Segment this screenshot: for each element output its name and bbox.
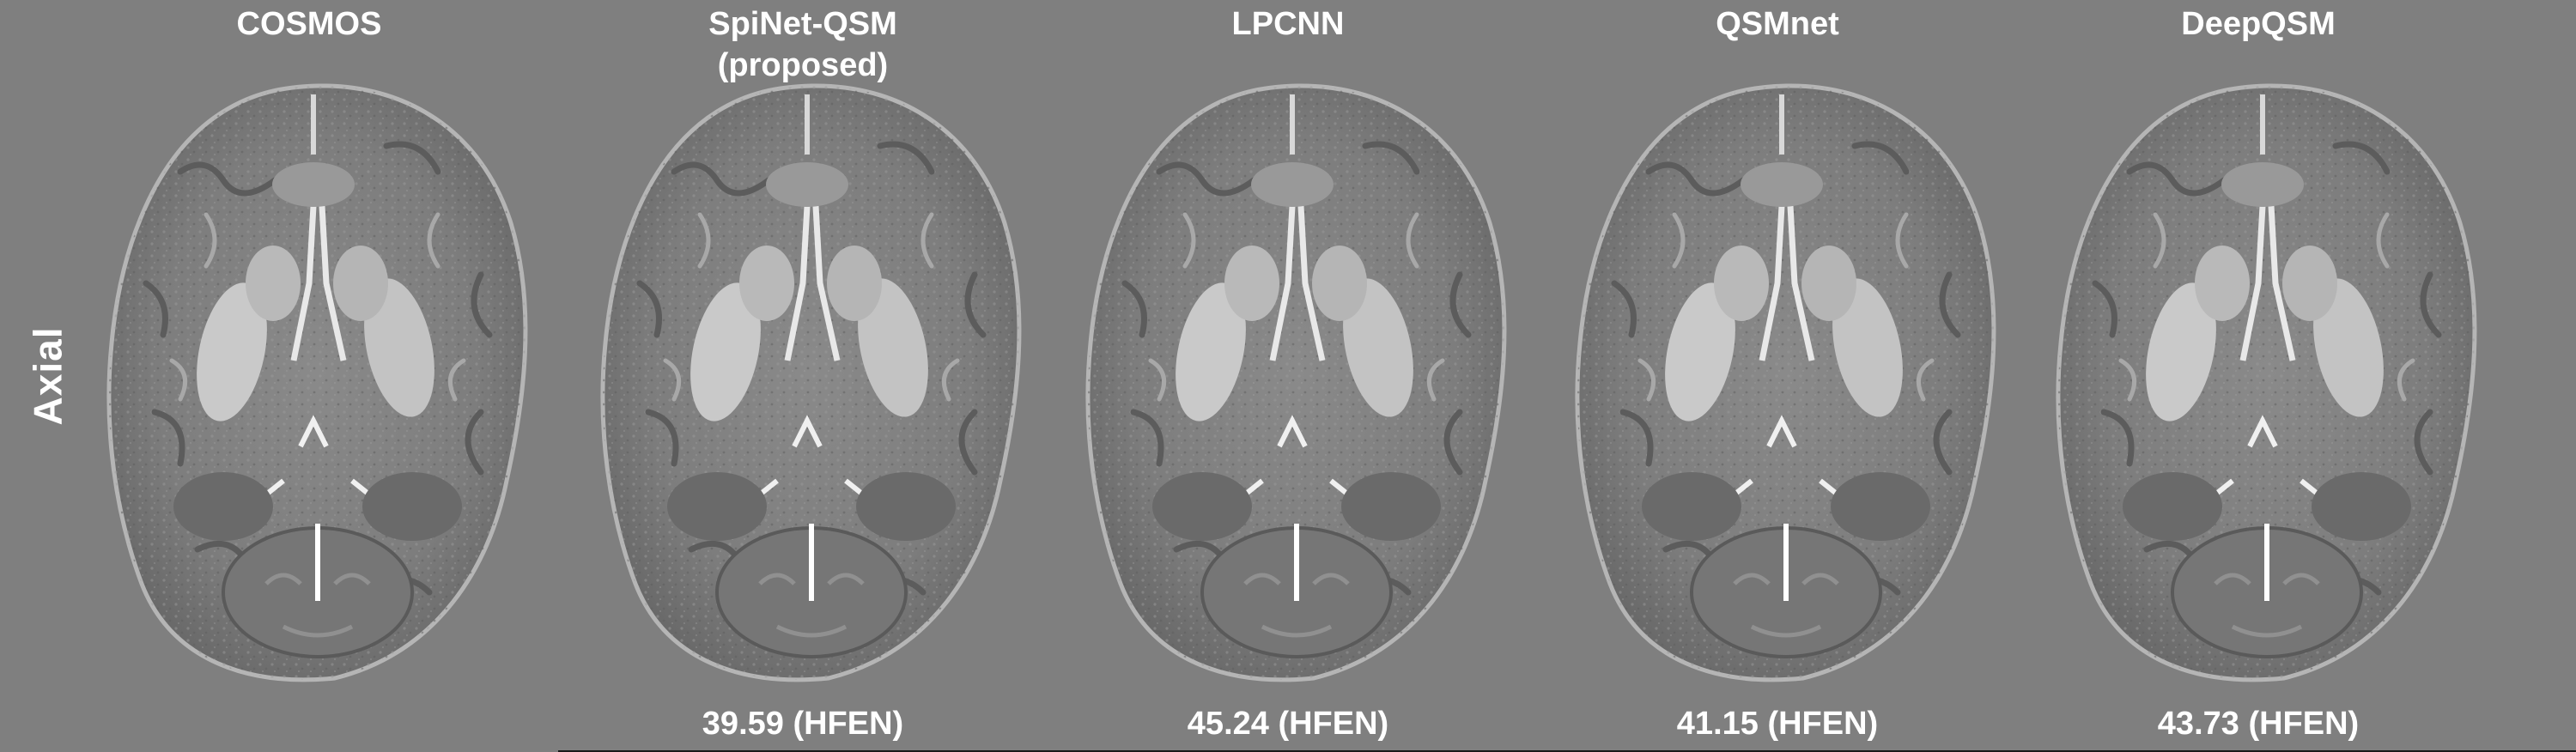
panel-lpcnn: LPCNN 45.24 (HFEN) xyxy=(1048,0,1528,752)
brain-mri-axial-slice-image xyxy=(1048,0,1528,752)
panel-title-subtitle: (proposed) xyxy=(717,47,889,83)
panel-title: DeepQSM xyxy=(2018,3,2499,45)
panel-title-main: LPCNN xyxy=(1231,6,1345,42)
panel-title-main: QSMnet xyxy=(1716,6,1839,42)
panel-title: LPCNN xyxy=(1048,3,1528,45)
brain-mri-axial-slice-image xyxy=(69,0,550,752)
panel-title-main: COSMOS xyxy=(236,6,382,42)
panel-title-main: DeepQSM xyxy=(2181,6,2336,42)
panel-metric-hfen: 39.59 (HFEN) xyxy=(702,706,904,742)
panel-metric-hfen: 43.73 (HFEN) xyxy=(2157,706,2360,742)
panel-metric-hfen: 41.15 (HFEN) xyxy=(1676,706,1879,742)
brain-mri-axial-slice-image xyxy=(2018,0,2499,752)
row-label-text: Axial xyxy=(25,326,70,426)
panel-title: COSMOS xyxy=(69,3,550,45)
panel-title-main: SpiNet-QSM xyxy=(708,6,897,42)
panel-title: QSMnet xyxy=(1537,3,2018,45)
panel-title: SpiNet-QSM (proposed) xyxy=(562,3,1043,86)
panel-spinet-qsm: SpiNet-QSM (proposed) 39.59 (HFEN) xyxy=(562,0,1043,752)
panel-metric-hfen: 45.24 (HFEN) xyxy=(1187,706,1389,742)
panel-qsmnet: QSMnet 41.15 (HFEN) xyxy=(1537,0,2018,752)
panel-cosmos: COSMOS xyxy=(69,0,550,752)
brain-mri-axial-slice-image xyxy=(1537,0,2018,752)
brain-mri-axial-slice-image xyxy=(562,0,1043,752)
panel-deepqsm: DeepQSM 43.73 (HFEN) xyxy=(2018,0,2499,752)
bottom-divider xyxy=(558,750,2576,752)
